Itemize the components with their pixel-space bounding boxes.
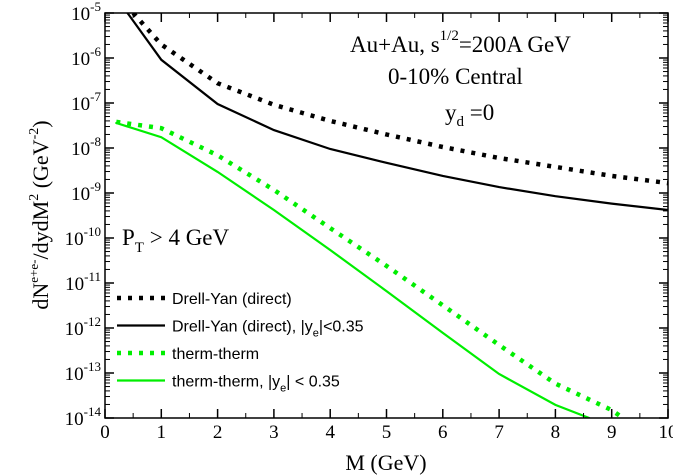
legend-label: Drell-Yan (direct), |ye|<0.35 — [172, 319, 364, 340]
y-tick-base: 10 — [65, 364, 84, 385]
x-tick-label: 7 — [494, 422, 504, 443]
legend-label: Drell-Yan (direct) — [172, 291, 292, 308]
y-axis-label: dNe+e-/dydM2 (GeV-2) — [26, 120, 53, 309]
y-tick-exponent: -6 — [90, 44, 101, 59]
y-tick-exponent: -8 — [90, 134, 101, 149]
y-tick-label: 10-6 — [71, 44, 101, 70]
y-tick-label: 10-9 — [71, 179, 101, 205]
plot-area — [115, 13, 668, 418]
y-tick-exponent: -13 — [84, 359, 101, 374]
y-tick-base: 10 — [71, 4, 90, 25]
y-tick-exponent: -12 — [84, 314, 101, 329]
y-tick-base: 10 — [71, 49, 90, 70]
y-tick-exponent: -14 — [84, 404, 102, 419]
series-line — [115, 121, 591, 418]
legend-name: Drell-Yan (direct) — [172, 291, 292, 308]
x-tick-label: 5 — [382, 422, 392, 443]
rapidity-annotation: yd =0 — [445, 100, 494, 130]
y-tick-exponent: -10 — [84, 224, 101, 239]
centrality-annotation: 0-10% Central — [388, 64, 523, 89]
system-annotation: Au+Au, s1/2=200A GeV — [350, 28, 571, 57]
legend-name-end: | < 0.35 — [286, 374, 340, 391]
legend-name-sub: e — [313, 328, 319, 340]
y-tick-base: 10 — [71, 184, 90, 205]
y-tick-label: 10-5 — [71, 0, 101, 25]
y-tick-label: 10-7 — [71, 89, 101, 115]
y-tick-label: 10-12 — [65, 314, 101, 340]
y-tick-label: 10-10 — [65, 224, 101, 250]
legend-name-end: |<0.35 — [319, 319, 364, 336]
y-tick-base: 10 — [65, 274, 84, 295]
y-tick-label: 10-13 — [65, 359, 101, 385]
y-tick-base: 10 — [65, 409, 84, 430]
y-tick-base: 10 — [71, 139, 90, 160]
series-line — [115, 119, 625, 418]
pt-annotation: PT > 4 GeV — [122, 225, 230, 256]
x-tick-label: 4 — [325, 422, 335, 443]
x-tick-label: 6 — [438, 422, 448, 443]
y-tick-exponent: -5 — [90, 0, 101, 14]
legend-name: therm-therm — [172, 346, 259, 363]
y-tick-label: 10-11 — [65, 269, 101, 295]
x-tick-label: 8 — [551, 422, 561, 443]
x-tick-label: 0 — [100, 422, 110, 443]
y-tick-exponent: -7 — [90, 89, 101, 104]
legend-name-sub: e — [280, 383, 286, 395]
x-tick-label: 9 — [607, 422, 617, 443]
x-tick-label: 2 — [213, 422, 223, 443]
legend-label: therm-therm — [172, 346, 259, 363]
y-tick-exponent: -11 — [84, 269, 101, 284]
y-tick-label: 10-8 — [71, 134, 101, 160]
y-tick-base: 10 — [71, 94, 90, 115]
x-tick-label: 10 — [659, 422, 673, 443]
x-tick-label: 3 — [269, 422, 279, 443]
legend-name: therm-therm, |y — [172, 374, 280, 391]
y-tick-label: 10-14 — [65, 404, 102, 430]
series-line — [131, 13, 668, 186]
y-tick-base: 10 — [65, 229, 84, 250]
x-axis-label: M (GeV) — [345, 450, 426, 475]
y-tick-base: 10 — [65, 319, 84, 340]
series-line — [126, 13, 668, 212]
x-tick-label: 1 — [157, 422, 167, 443]
y-tick-exponent: -9 — [90, 179, 101, 194]
legend-name: Drell-Yan (direct), |y — [172, 319, 313, 336]
legend-label: therm-therm, |ye| < 0.35 — [172, 374, 340, 395]
